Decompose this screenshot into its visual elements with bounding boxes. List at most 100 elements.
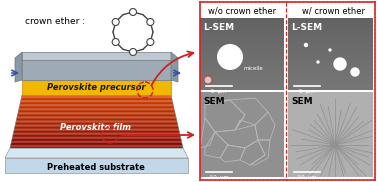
Polygon shape xyxy=(12,136,181,137)
Text: 50  μm: 50 μm xyxy=(210,175,228,180)
Circle shape xyxy=(130,48,136,56)
Bar xyxy=(288,47,373,52)
Polygon shape xyxy=(18,112,175,114)
Bar xyxy=(200,23,284,28)
Polygon shape xyxy=(20,100,172,102)
Bar xyxy=(288,18,373,90)
Text: Preheated substrate: Preheated substrate xyxy=(47,163,145,171)
Bar xyxy=(200,18,284,90)
Text: L-SEM: L-SEM xyxy=(291,23,322,31)
Bar xyxy=(200,47,284,52)
Circle shape xyxy=(112,39,119,46)
Circle shape xyxy=(334,58,346,70)
Bar xyxy=(200,28,284,32)
Bar xyxy=(288,56,373,61)
Polygon shape xyxy=(22,96,172,98)
Text: Perovskite film: Perovskite film xyxy=(60,124,132,132)
Polygon shape xyxy=(14,127,178,128)
Polygon shape xyxy=(13,132,180,133)
Circle shape xyxy=(305,43,307,46)
Bar xyxy=(200,92,284,177)
Bar xyxy=(288,71,373,76)
Polygon shape xyxy=(12,139,181,140)
Polygon shape xyxy=(22,60,171,80)
Circle shape xyxy=(147,19,154,25)
Bar xyxy=(200,61,284,66)
Polygon shape xyxy=(20,102,173,103)
Polygon shape xyxy=(15,125,178,127)
Polygon shape xyxy=(10,147,183,148)
Polygon shape xyxy=(14,128,179,129)
Circle shape xyxy=(351,68,359,76)
Text: Perovskite precursor: Perovskite precursor xyxy=(47,84,145,92)
Bar xyxy=(288,37,373,42)
Circle shape xyxy=(217,44,243,70)
Text: w/ crown ether: w/ crown ether xyxy=(302,7,366,15)
Polygon shape xyxy=(17,114,175,115)
Polygon shape xyxy=(11,144,183,145)
Polygon shape xyxy=(5,148,188,158)
Polygon shape xyxy=(16,120,177,122)
Bar xyxy=(200,52,284,56)
Bar xyxy=(288,32,373,37)
Bar xyxy=(288,42,373,47)
Polygon shape xyxy=(15,124,178,125)
Circle shape xyxy=(204,76,212,84)
Polygon shape xyxy=(13,133,180,135)
Polygon shape xyxy=(17,115,176,116)
Polygon shape xyxy=(171,52,178,82)
Bar xyxy=(200,66,284,71)
Polygon shape xyxy=(18,111,175,112)
Circle shape xyxy=(112,19,119,25)
Polygon shape xyxy=(19,108,174,110)
Text: 5  μm: 5 μm xyxy=(211,89,227,94)
Polygon shape xyxy=(19,110,175,111)
Bar xyxy=(200,37,284,42)
Text: SEM: SEM xyxy=(203,96,225,106)
Bar xyxy=(288,76,373,80)
Circle shape xyxy=(329,49,331,51)
Text: 5  μm: 5 μm xyxy=(299,89,314,94)
Bar xyxy=(200,85,284,90)
Text: micelle: micelle xyxy=(244,66,264,70)
Bar xyxy=(288,18,373,23)
Polygon shape xyxy=(14,131,180,132)
Bar xyxy=(200,32,284,37)
Circle shape xyxy=(130,9,136,15)
Bar xyxy=(200,71,284,76)
Polygon shape xyxy=(20,103,173,104)
Bar xyxy=(288,61,373,66)
Bar xyxy=(288,52,373,56)
Bar xyxy=(288,85,373,90)
Polygon shape xyxy=(15,52,22,82)
Bar xyxy=(200,56,284,61)
Polygon shape xyxy=(11,141,182,143)
Polygon shape xyxy=(22,80,171,95)
Polygon shape xyxy=(15,123,178,124)
Text: L-SEM: L-SEM xyxy=(203,23,234,31)
Bar xyxy=(288,23,373,28)
Polygon shape xyxy=(17,118,177,119)
Polygon shape xyxy=(10,145,183,147)
Bar xyxy=(288,28,373,32)
Polygon shape xyxy=(19,107,174,108)
Bar xyxy=(288,92,373,177)
Polygon shape xyxy=(11,143,182,144)
Polygon shape xyxy=(13,135,180,136)
Polygon shape xyxy=(5,158,188,173)
Circle shape xyxy=(147,39,154,46)
Circle shape xyxy=(317,61,319,63)
Polygon shape xyxy=(12,137,181,139)
Polygon shape xyxy=(11,140,181,141)
Polygon shape xyxy=(21,99,172,100)
Bar xyxy=(288,66,373,71)
Polygon shape xyxy=(16,119,177,120)
Polygon shape xyxy=(14,129,179,131)
Polygon shape xyxy=(17,116,176,118)
Polygon shape xyxy=(22,52,171,60)
Polygon shape xyxy=(16,122,177,123)
Bar xyxy=(200,80,284,85)
Text: crown ether :: crown ether : xyxy=(25,17,85,27)
Bar xyxy=(200,18,284,23)
Bar xyxy=(200,76,284,80)
